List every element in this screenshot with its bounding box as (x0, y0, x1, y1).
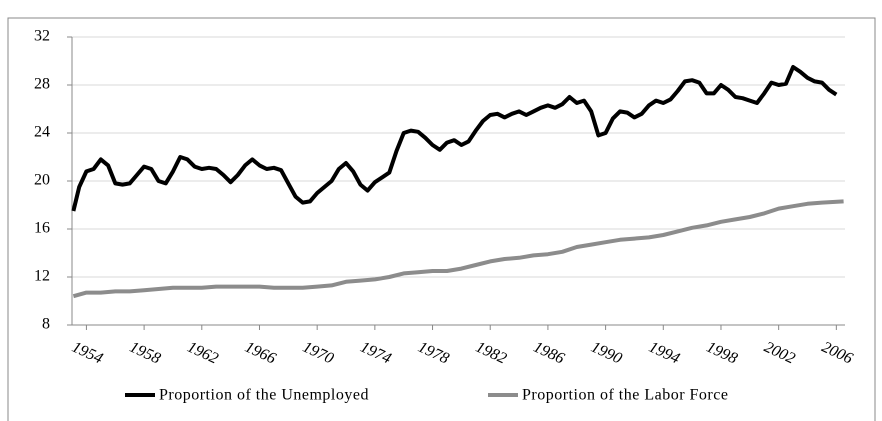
y-tick-label: 16 (34, 220, 50, 237)
series-line (71, 65, 838, 212)
x-tick-label: 1970 (300, 339, 336, 368)
x-tick-label: 1954 (69, 339, 105, 368)
y-tick-label: 32 (34, 28, 50, 45)
x-tick-label: 1962 (185, 339, 221, 368)
y-tick-label: 28 (34, 76, 50, 93)
x-tick-label: 1966 (242, 339, 278, 368)
x-tick-label: 1986 (531, 339, 567, 368)
x-tick-label: 1998 (704, 339, 740, 368)
x-tick-label: 2002 (761, 339, 797, 368)
x-tick-label: 1990 (588, 339, 624, 368)
y-tick-label: 20 (34, 172, 50, 189)
x-tick-label: 1994 (646, 339, 682, 368)
chart-border (7, 17, 876, 421)
x-tick-label: 1978 (415, 339, 451, 368)
series-line (72, 199, 844, 299)
x-tick-label: 1982 (473, 339, 509, 368)
legend-label: Proportion of the Unemployed (159, 387, 369, 404)
y-tick-label: 8 (42, 316, 50, 333)
y-tick-label: 12 (34, 268, 50, 285)
x-tick-label: 1974 (358, 339, 394, 368)
x-tick-label: 1958 (127, 339, 163, 368)
legend-label: Proportion of the Labor Force (522, 387, 728, 404)
y-tick-label: 24 (34, 124, 50, 141)
x-tick-label: 2006 (819, 339, 855, 368)
